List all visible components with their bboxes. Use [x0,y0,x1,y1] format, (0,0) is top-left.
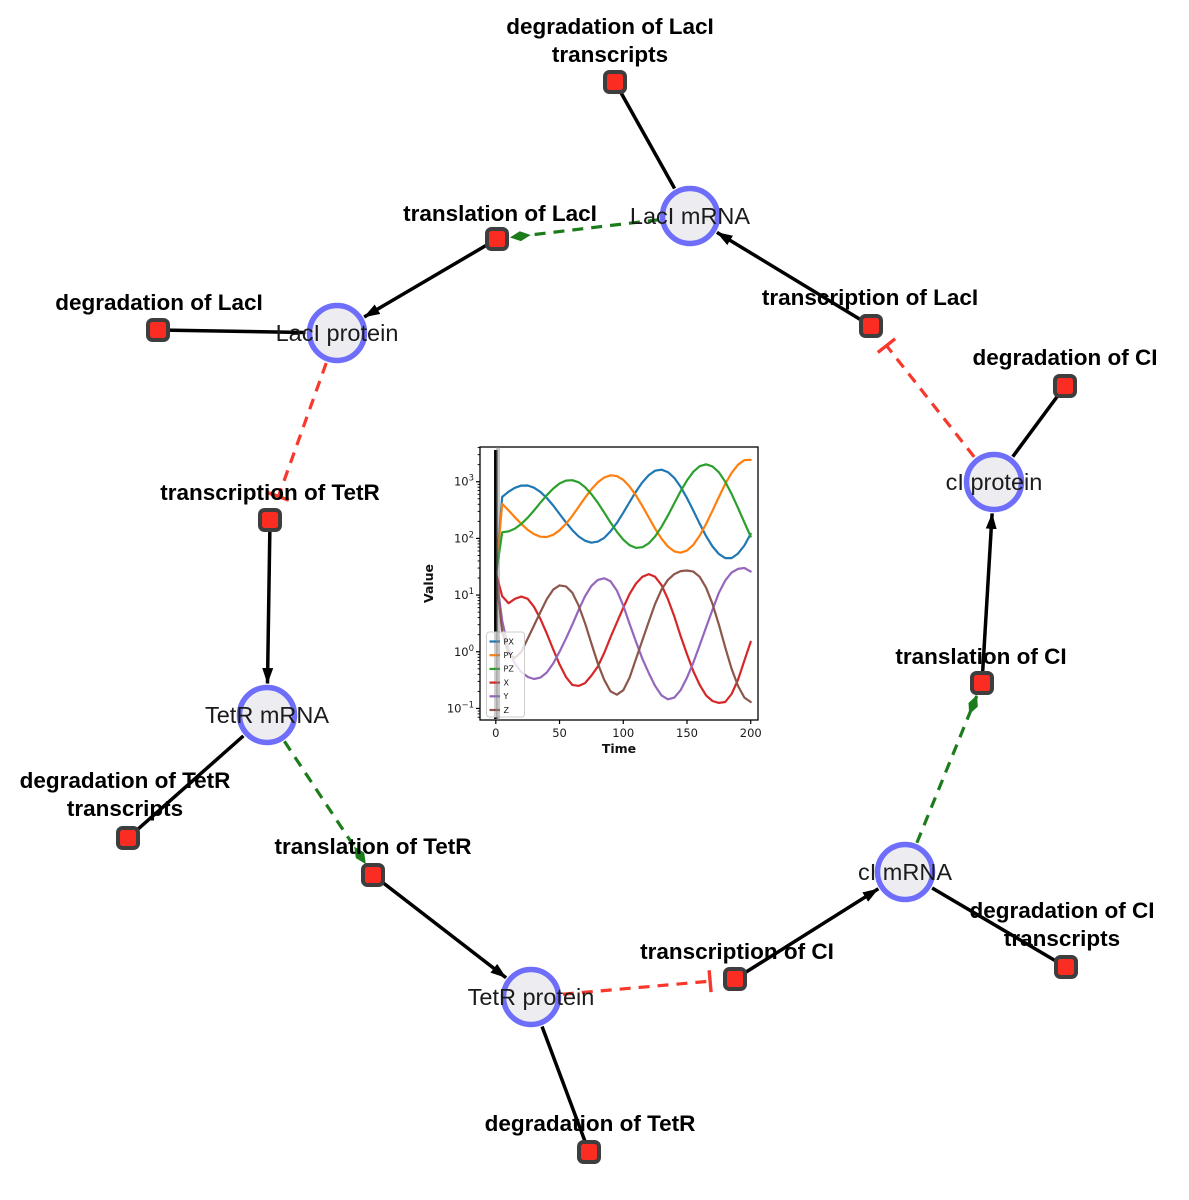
reaction-label-deg-laci-tx: degradation of LacI transcripts [506,14,714,67]
species-node-tetr-protein[interactable] [500,966,562,1028]
initial-transient-band [496,447,501,720]
edge-tetr-protein-txn-ci [562,979,711,996]
reaction-node-transl-ci[interactable] [970,671,994,695]
x-tick-label: 100 [612,726,634,740]
species-node-ci-mrna[interactable] [874,841,936,903]
species-label-tetr-mrna: TetR mRNA [205,702,329,728]
series-line-PZ [494,463,752,577]
series-line-Y [494,566,752,701]
reaction-label-transl-laci: translation of LacI [403,201,597,226]
reaction-node-deg-tetr-tx[interactable] [116,826,140,850]
species-label-tetr-protein: TetR protein [468,984,595,1010]
legend-entry-X: X [504,678,510,687]
reaction-label-deg-tetr: degradation of TetR [485,1111,696,1136]
reaction-label-deg-tetr-tx: degradation of TetR transcripts [20,768,231,821]
series-line-PX [494,468,752,577]
chart-legend: PX PY PZ XYZ [486,631,525,718]
y-axis-label: Value [421,564,436,603]
edge-transl-ci-ci-protein [980,512,997,684]
reaction-node-deg-ci[interactable] [1053,374,1077,398]
edge-tetr-mrna-transl-tetr [283,740,367,865]
edge-tetr-mrna-deg-tetr-tx [126,734,245,840]
species-node-laci-protein[interactable] [306,302,368,364]
x-tick-label: 0 [492,726,499,740]
reaction-node-deg-ci-tx[interactable] [1054,955,1078,979]
legend-entry-PZ: PZ [504,665,515,674]
reaction-node-txn-laci[interactable] [859,314,883,338]
edge-laci-mrna-transl-laci [509,218,659,242]
species-node-ci-protein[interactable] [963,451,1025,513]
reaction-label-txn-ci: transcription of CI [640,939,834,964]
reaction-node-deg-laci-tx[interactable] [603,70,627,94]
series-line-Z [494,569,752,704]
legend-entry-Y: Y [503,692,509,701]
axis-ticks [476,447,752,724]
reaction-node-txn-tetr[interactable] [258,508,282,532]
species-label-laci-protein: LacI protein [276,320,399,346]
inhibition-tbar-txn-tetr [267,491,290,502]
y-tick-label: 103 [454,474,474,489]
reaction-node-transl-tetr[interactable] [361,863,385,887]
edge-txn-tetr-tetr-mrna [262,519,274,685]
x-tick-label: 200 [740,726,762,740]
edge-ci-protein-txn-laci [885,344,976,458]
y-tick-label: 101 [454,587,474,602]
y-tick-label: 100 [454,644,474,659]
edge-ci-mrna-deg-ci-tx [931,886,1067,969]
reaction-node-deg-tetr[interactable] [577,1140,601,1164]
edge-transl-tetr-tetr-protein [371,873,508,980]
edge-tetr-protein-deg-tetr [540,1025,591,1153]
inhibition-tbar-txn-laci [876,337,897,354]
reaction-label-deg-laci: degradation of LacI [55,290,263,315]
edge-laci-protein-deg-laci [157,328,306,335]
reaction-node-transl-laci[interactable] [485,227,509,251]
x-tick-label: 150 [676,726,698,740]
legend-entry-PY: PY [504,651,514,660]
edge-laci-mrna-deg-laci-tx [613,81,677,190]
species-node-laci-mrna[interactable] [659,185,721,247]
inset-chart: 0 50 100 150 200 103 102 101 100 10−1 PX PY PZ XYZ Tim… [421,446,762,756]
legend-entry-Z: Z [504,706,510,715]
axes-spines [479,446,759,721]
series-line-PY [494,458,752,577]
reaction-label-deg-ci: degradation of CI [973,345,1158,370]
edge-ci-mrna-transl-ci [915,695,979,844]
x-axis-label: Time [602,741,636,756]
species-node-tetr-mrna[interactable] [236,684,298,746]
edge-txn-laci-laci-mrna [716,230,872,328]
inhibition-tbar-txn-ci [707,970,713,993]
reaction-label-transl-tetr: translation of TetR [274,834,471,859]
edge-txn-ci-ci-mrna [734,887,880,981]
reaction-label-deg-ci-tx: degradation of CI transcripts [970,898,1155,951]
y-tick-label: 102 [454,530,474,545]
y-tick-label: 10−1 [447,700,474,715]
x-tick-label: 50 [552,726,567,740]
edge-ci-protein-deg-ci [1011,384,1067,458]
species-label-laci-mrna: LacI mRNA [630,203,750,229]
reaction-node-txn-ci[interactable] [723,967,747,991]
species-label-ci-mrna: cI mRNA [858,859,952,885]
edge-transl-laci-laci-protein [363,237,498,319]
reaction-node-deg-laci[interactable] [146,318,170,342]
reaction-label-transl-ci: translation of CI [895,644,1066,669]
reaction-label-txn-tetr: transcription of TetR [160,480,380,505]
reaction-label-txn-laci: transcription of LacI [762,285,978,310]
legend-entry-PX: PX [504,637,515,646]
edge-laci-protein-txn-tetr [276,362,328,498]
species-label-ci-protein: cI protein [946,469,1043,495]
